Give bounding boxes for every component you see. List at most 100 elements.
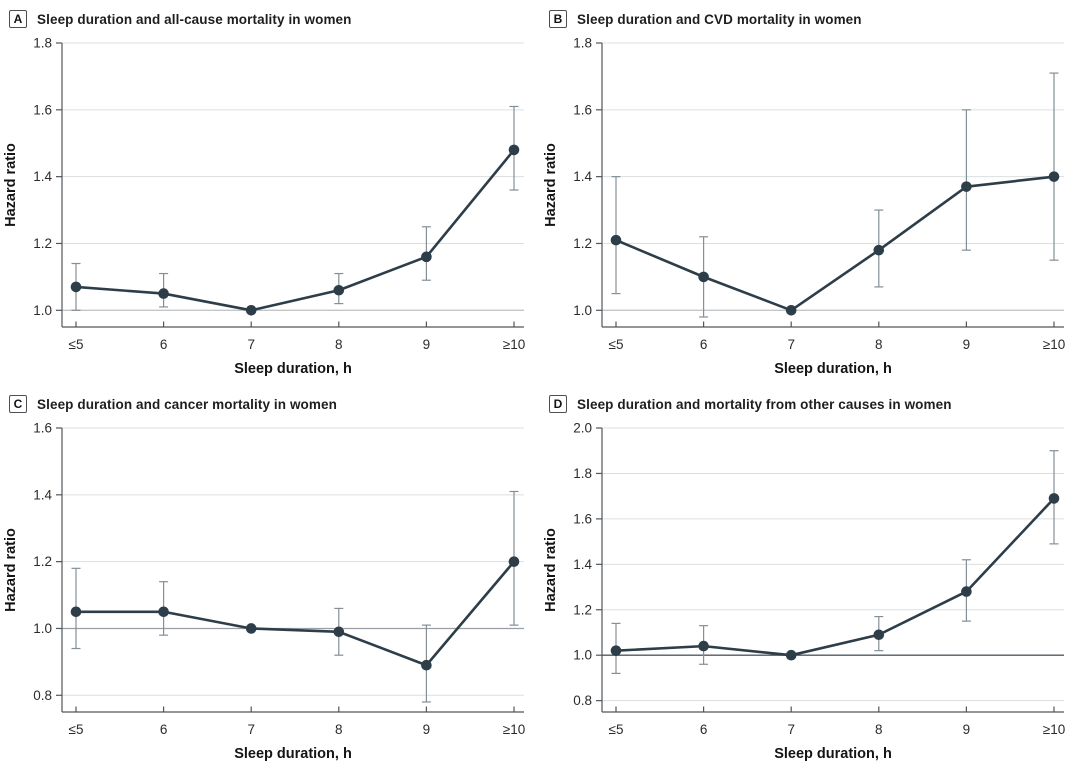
data-point [961, 586, 972, 597]
y-axis-label: Hazard ratio [543, 528, 559, 612]
y-tick-label: 1.6 [573, 102, 592, 117]
x-tick-label: 9 [423, 337, 431, 352]
x-tick-label: ≤5 [609, 337, 624, 352]
y-tick-label: 1.2 [573, 602, 592, 617]
x-axis-label: Sleep duration, h [774, 361, 892, 377]
y-tick-label: 1.0 [33, 621, 52, 636]
y-axis-label: Hazard ratio [3, 143, 19, 227]
data-point [333, 284, 345, 296]
panel-d-title: Sleep duration and mortality from other … [577, 396, 952, 412]
series-line [74, 148, 516, 312]
panel-d-header: D Sleep duration and mortality from othe… [540, 385, 1080, 416]
y-tick-label: 1.6 [33, 102, 52, 117]
data-point [698, 640, 709, 652]
y-tick-label: 2.0 [573, 421, 592, 436]
panel-b-letter-badge: B [549, 10, 567, 28]
data-point [421, 659, 432, 671]
x-tick-label: ≤5 [609, 722, 624, 737]
data-point [610, 645, 622, 656]
y-tick-label: 1.6 [573, 511, 592, 526]
x-axis-label: Sleep duration, h [774, 746, 892, 762]
data-point [873, 244, 885, 256]
panel-a-letter-badge: A [9, 10, 27, 28]
y-tick-label: 1.2 [573, 236, 592, 251]
data-point [785, 649, 797, 661]
y-axis-label: Hazard ratio [3, 528, 19, 612]
x-axis-label: Sleep duration, h [234, 361, 352, 377]
x-tick-label: ≤5 [69, 337, 84, 352]
y-tick-label: 1.6 [33, 421, 52, 436]
data-point [698, 271, 709, 283]
data-point [785, 304, 797, 316]
panel-c-chart: 0.8 1.0 1.2 1.4 1.6 ≤5 6 7 8 9 ≥10 Sleep duration, … [3, 421, 525, 763]
x-tick-label: ≥10 [1043, 337, 1065, 352]
x-tick-label: ≥10 [503, 337, 525, 352]
x-tick-label: 8 [875, 337, 883, 352]
series-line [614, 497, 1056, 657]
y-axis-label: Hazard ratio [543, 143, 559, 227]
data-point [158, 606, 169, 618]
data-point [245, 304, 257, 316]
y-tick-label: 1.8 [573, 36, 592, 51]
panel-a-chart: 1.0 1.2 1.4 1.6 1.8 ≤5 6 7 8 9 ≥10 Sleep duration, … [3, 36, 525, 378]
panel-b-title: Sleep duration and CVD mortality in wome… [577, 11, 862, 27]
x-tick-label: 8 [335, 337, 343, 352]
data-point [245, 623, 257, 634]
x-tick-label: 8 [335, 722, 343, 737]
panel-a: A Sleep duration and all-cause mortality… [0, 0, 540, 385]
data-point [1048, 171, 1060, 182]
data-point [1048, 493, 1060, 504]
y-tick-label: 1.4 [573, 557, 592, 572]
y-tick-label: 1.0 [573, 648, 592, 663]
panel-a-title: Sleep duration and all-cause mortality i… [37, 11, 352, 27]
y-tick-label: 0.8 [573, 693, 592, 708]
panel-c-header: C Sleep duration and cancer mortality in… [0, 385, 540, 416]
data-point [873, 629, 885, 641]
y-tick-label: 1.0 [33, 303, 52, 318]
x-tick-label: 8 [875, 722, 883, 737]
data-point [508, 556, 520, 567]
panel-b-header: B Sleep duration and CVD mortality in wo… [540, 0, 1080, 31]
y-tick-label: 1.2 [33, 554, 52, 569]
x-tick-label: 9 [963, 722, 971, 737]
panel-b-chart: 1.0 1.2 1.4 1.6 1.8 ≤5 6 7 8 9 ≥10 Sleep duration, … [543, 36, 1065, 378]
x-tick-label: ≤5 [69, 722, 84, 737]
y-tick-label: 1.4 [33, 169, 52, 184]
series-line [74, 560, 516, 667]
y-tick-label: 1.0 [573, 303, 592, 318]
x-tick-label: 6 [160, 722, 168, 737]
x-tick-label: 9 [963, 337, 971, 352]
x-tick-label: 7 [247, 337, 255, 352]
x-tick-label: 6 [160, 337, 168, 352]
panel-d-chart: 0.8 1.0 1.2 1.4 1.6 1.8 2.0 ≤5 6 7 8 9 ≥10 Sleep dura… [543, 421, 1065, 763]
data-point [610, 234, 622, 246]
y-tick-label: 1.2 [33, 236, 52, 251]
data-point [70, 606, 82, 618]
x-tick-label: 9 [423, 722, 431, 737]
data-point [333, 626, 345, 638]
panel-d: D Sleep duration and mortality from othe… [540, 385, 1080, 775]
data-point [421, 251, 432, 263]
data-point [70, 281, 82, 293]
panel-d-letter-badge: D [549, 395, 567, 413]
panel-c-letter-badge: C [9, 395, 27, 413]
data-point [158, 288, 169, 299]
x-tick-label: 7 [247, 722, 255, 737]
series-line [614, 175, 1056, 312]
data-point [508, 144, 520, 156]
panel-a-header: A Sleep duration and all-cause mortality… [0, 0, 540, 31]
data-point [961, 181, 972, 192]
y-tick-label: 1.8 [33, 36, 52, 51]
x-tick-label: ≥10 [503, 722, 525, 737]
panel-c: C Sleep duration and cancer mortality in… [0, 385, 540, 775]
x-tick-label: 6 [700, 722, 708, 737]
y-tick-label: 1.8 [573, 466, 592, 481]
y-tick-label: 0.8 [33, 688, 52, 703]
x-tick-label: 7 [787, 722, 795, 737]
x-tick-label: 7 [787, 337, 795, 352]
x-tick-label: ≥10 [1043, 722, 1065, 737]
x-tick-label: 6 [700, 337, 708, 352]
y-tick-label: 1.4 [33, 487, 52, 502]
x-axis-label: Sleep duration, h [234, 746, 352, 762]
